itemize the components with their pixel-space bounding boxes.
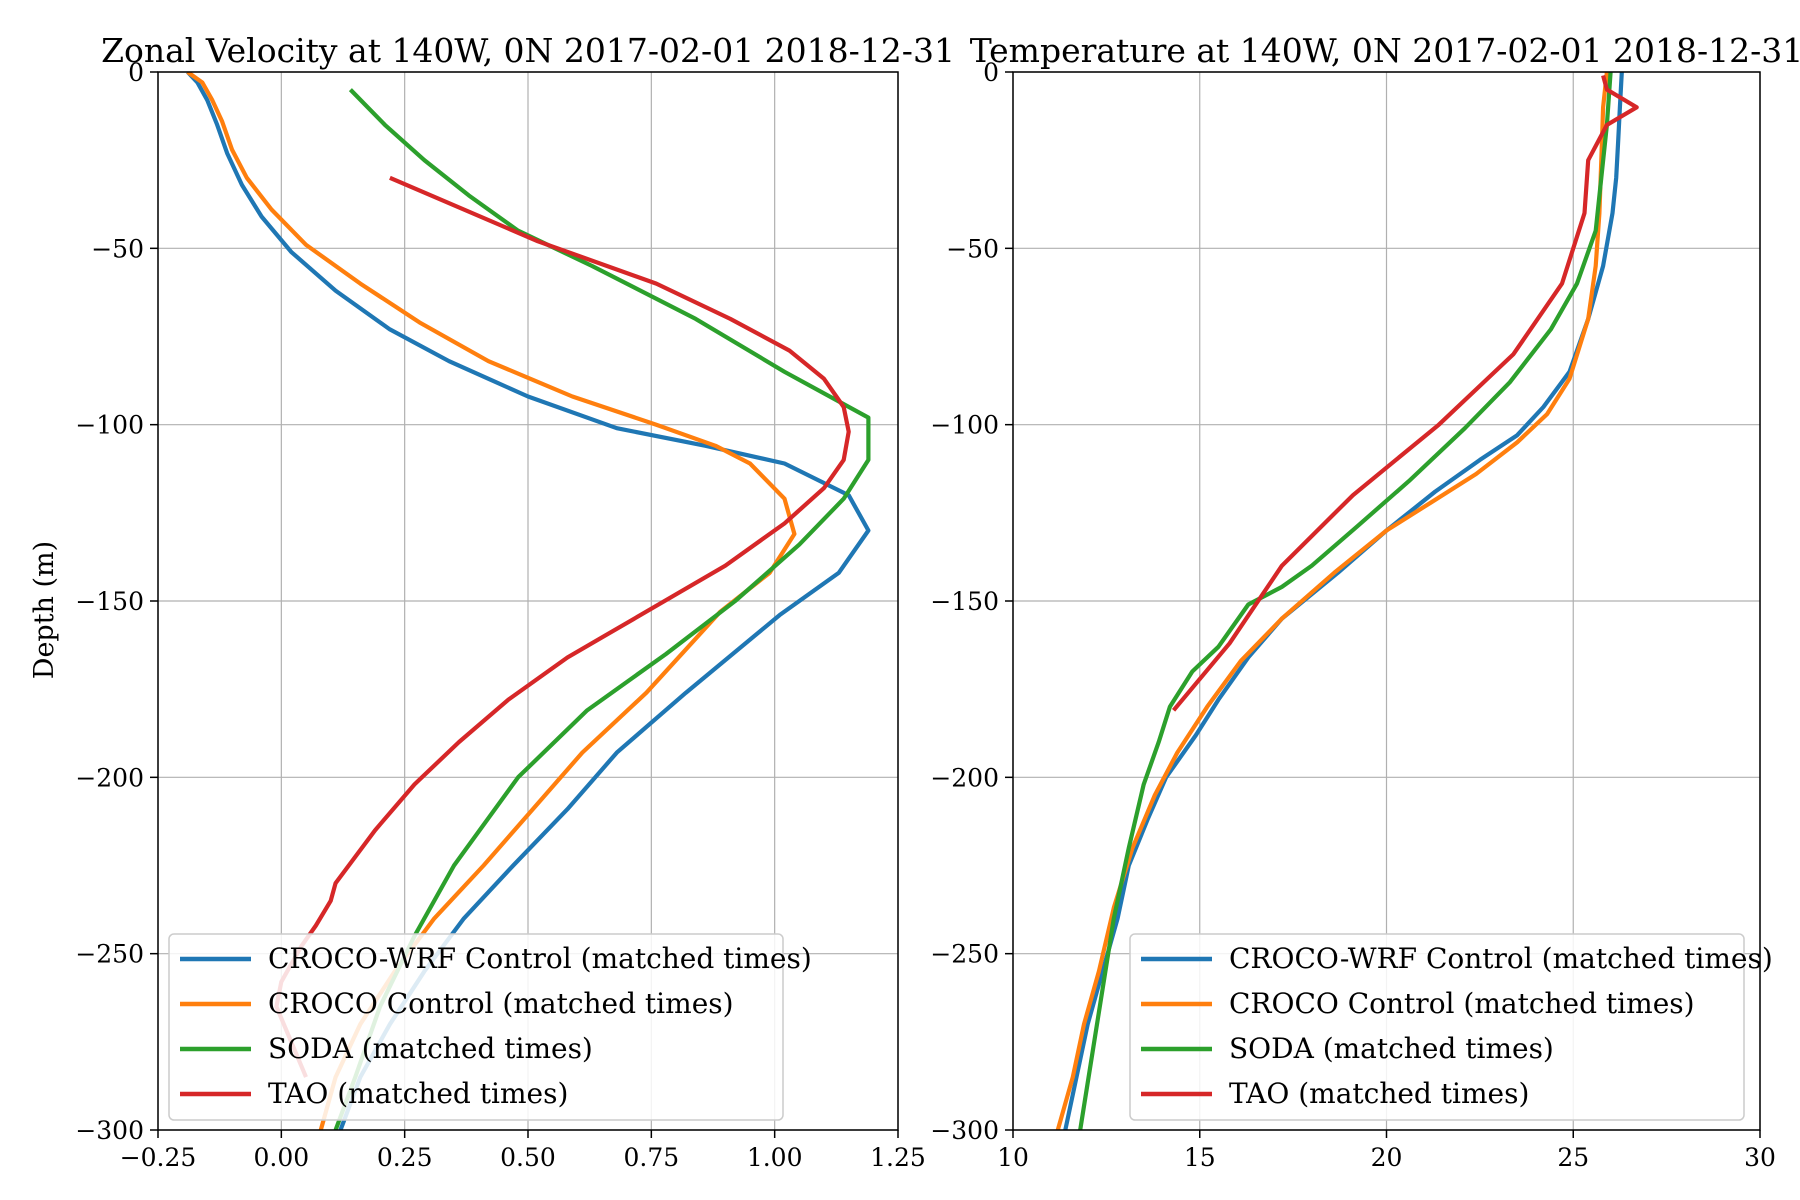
legend-entry: SODA (matched times): [1229, 1032, 1554, 1065]
y-tick-label: −200: [75, 763, 144, 792]
legend-box: [1129, 933, 1745, 1121]
y-tick-label: −250: [75, 940, 144, 969]
legend-entry: CROCO Control (matched times): [268, 987, 734, 1020]
x-tick-label: 0.75: [623, 1143, 679, 1172]
x-tick-label: −0.25: [120, 1143, 197, 1172]
legend: CROCO-WRF Control (matched times) CROCO C…: [168, 933, 812, 1121]
series-line-1: [186, 72, 871, 1130]
x-tick-label: 0.25: [377, 1143, 433, 1172]
chart-title: Zonal Velocity at 140W, 0N 2017-02-01 20…: [101, 31, 955, 70]
legend-entry: TAO (matched times): [1229, 1077, 1529, 1110]
legend-box: [168, 933, 784, 1121]
legend-entry: CROCO Control (matched times): [1229, 987, 1695, 1020]
series-line-4: [1171, 74, 1639, 712]
y-tick-label: 0: [983, 58, 999, 87]
legend-entry: CROCO-WRF Control (matched times): [268, 942, 812, 975]
series-line-3: [333, 88, 871, 1130]
y-axis-label: Depth (m): [29, 541, 60, 679]
y-tick-label: −250: [930, 940, 999, 969]
x-tick-label: 20: [1371, 1143, 1403, 1172]
x-tick-label: 1.00: [747, 1143, 803, 1172]
x-tick-label: 0.50: [500, 1143, 556, 1172]
y-tick-label: −300: [75, 1116, 144, 1145]
x-tick-label: 1.25: [870, 1143, 926, 1172]
x-tick-label: 30: [1744, 1143, 1776, 1172]
velocity-panel: −0.25 0.00 0.25 0.50 0.75 1.00 1.25 0 −50 −100 −15…: [75, 31, 955, 1172]
y-tick-label: −150: [75, 587, 144, 616]
legend-entry: SODA (matched times): [268, 1032, 593, 1065]
y-tick-label: −100: [75, 411, 144, 440]
y-tick-label: −300: [930, 1116, 999, 1145]
legend: CROCO-WRF Control (matched times) CROCO C…: [1129, 933, 1773, 1121]
legend-entry: TAO (matched times): [268, 1077, 568, 1110]
y-tick-label: 0: [128, 58, 144, 87]
chart-title: Temperature at 140W, 0N 2017-02-01 2018-…: [970, 31, 1800, 70]
y-tick-label: −200: [930, 763, 999, 792]
y-tick-label: −150: [930, 587, 999, 616]
series-line-2: [186, 72, 797, 1130]
y-tick-label: −100: [930, 411, 999, 440]
x-tick-label: 10: [997, 1143, 1029, 1172]
x-tick-label: 15: [1184, 1143, 1216, 1172]
x-tick-label: 25: [1557, 1143, 1589, 1172]
series-line-2: [1055, 72, 1609, 1130]
legend-entry: CROCO-WRF Control (matched times): [1229, 942, 1773, 975]
y-tick-label: −50: [91, 234, 144, 263]
series-line-3: [1078, 72, 1613, 1130]
x-tick-label: 0.00: [253, 1143, 309, 1172]
y-tick-label: −50: [946, 234, 999, 263]
temperature-panel: 10 15 20 25 30 0 −50 −100 −150 −200 −250 −300 Temper…: [930, 31, 1800, 1172]
